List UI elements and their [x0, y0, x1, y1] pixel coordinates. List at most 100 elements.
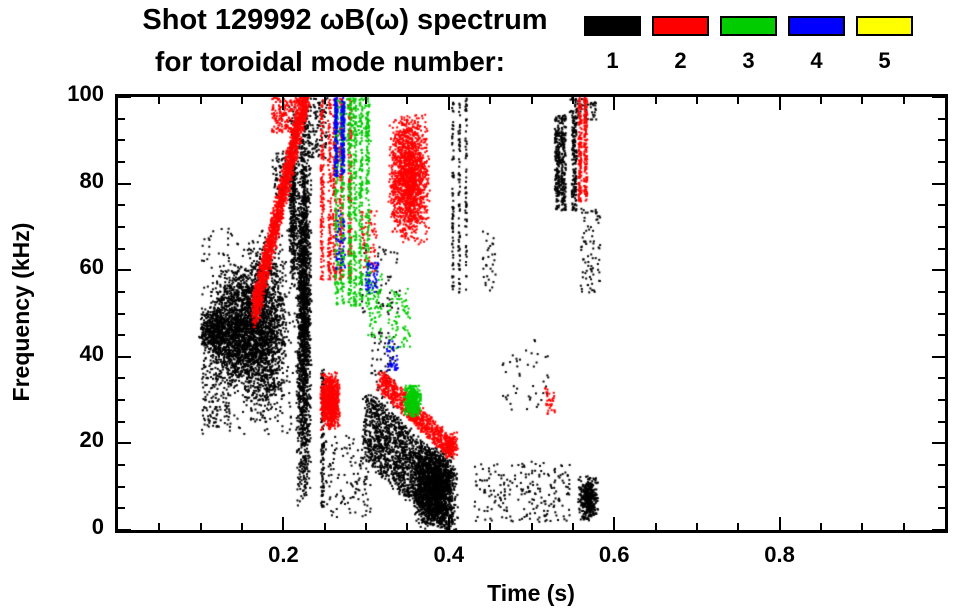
y-minor-tick	[118, 290, 125, 293]
x-minor-tick	[737, 97, 740, 104]
y-major-tick	[932, 355, 945, 358]
y-major-tick	[932, 529, 945, 531]
x-major-tick	[778, 517, 781, 530]
x-minor-tick	[365, 523, 368, 530]
x-minor-tick	[654, 97, 657, 104]
y-minor-tick	[118, 507, 125, 510]
legend-swatch-mode-3	[720, 16, 777, 36]
y-minor-tick	[938, 204, 945, 207]
legend-label-mode-1: 1	[606, 48, 619, 73]
y-minor-tick	[118, 485, 125, 488]
x-minor-tick	[406, 523, 409, 530]
y-minor-tick	[938, 139, 945, 142]
y-minor-tick	[118, 139, 125, 142]
x-minor-tick	[489, 97, 492, 104]
legend-swatch-mode-4	[788, 16, 845, 36]
x-minor-tick	[902, 97, 905, 104]
y-minor-tick	[118, 160, 125, 163]
x-minor-tick	[571, 97, 574, 104]
y-minor-tick	[118, 420, 125, 423]
y-axis-title: Frequency (kHz)	[8, 222, 34, 402]
y-tick-label: 100	[67, 81, 104, 106]
y-minor-tick	[118, 247, 125, 250]
y-minor-tick	[938, 160, 945, 163]
y-tick-label: 60	[79, 254, 104, 280]
x-minor-tick	[489, 523, 492, 530]
legend-label-mode-2: 2	[674, 48, 687, 73]
x-minor-tick	[158, 523, 161, 530]
y-major-tick	[118, 182, 131, 185]
x-minor-tick	[323, 523, 326, 530]
y-major-tick	[118, 529, 131, 531]
x-minor-tick	[737, 523, 740, 530]
legend-swatch-mode-5	[856, 16, 913, 36]
y-minor-tick	[938, 485, 945, 488]
y-tick-label: 0	[91, 514, 104, 539]
y-minor-tick	[938, 312, 945, 315]
x-major-tick	[613, 97, 616, 110]
x-major-tick	[613, 517, 616, 530]
y-minor-tick	[938, 334, 945, 337]
legend-swatch-mode-2	[652, 16, 709, 36]
y-minor-tick	[118, 312, 125, 315]
x-minor-tick	[695, 523, 698, 530]
y-minor-tick	[938, 399, 945, 402]
legend-label-mode-4: 4	[810, 48, 823, 73]
spectrogram-canvas	[118, 97, 945, 530]
legend-label-mode-5: 5	[878, 48, 891, 73]
y-minor-tick	[118, 399, 125, 402]
x-tick-label: 0.4	[433, 542, 465, 567]
y-minor-tick	[938, 507, 945, 510]
y-minor-tick	[938, 247, 945, 250]
x-minor-tick	[199, 523, 202, 530]
y-major-tick	[118, 355, 131, 358]
x-minor-tick	[861, 97, 864, 104]
x-major-tick	[447, 97, 450, 110]
x-minor-tick	[695, 97, 698, 104]
y-tick-label: 40	[79, 340, 104, 366]
y-minor-tick	[118, 377, 125, 380]
y-tick-label: 80	[79, 167, 104, 193]
x-major-tick	[282, 517, 285, 530]
chart-subtitle: for toroidal mode number:	[155, 46, 505, 77]
x-minor-tick	[406, 97, 409, 104]
plot-area	[115, 94, 948, 533]
x-minor-tick	[365, 97, 368, 104]
x-minor-tick	[861, 523, 864, 530]
y-minor-tick	[938, 290, 945, 293]
x-minor-tick	[241, 97, 244, 104]
x-minor-tick	[571, 523, 574, 530]
legend-label-row: 1 2 3 4 5	[584, 48, 913, 74]
y-tick-label: 20	[79, 427, 104, 453]
legend-label-mode-3: 3	[742, 48, 755, 73]
x-minor-tick	[530, 523, 533, 530]
y-major-tick	[932, 442, 945, 445]
x-minor-tick	[241, 523, 244, 530]
y-minor-tick	[938, 377, 945, 380]
y-minor-tick	[118, 225, 125, 228]
x-tick-label: 0.8	[764, 542, 795, 567]
x-tick-label: 0.2	[268, 542, 299, 567]
x-minor-tick	[819, 97, 822, 104]
x-minor-tick	[819, 523, 822, 530]
y-major-tick	[932, 96, 945, 98]
chart-title: Shot 129992 ωB(ω) spectrum	[142, 4, 548, 36]
y-minor-tick	[938, 464, 945, 467]
x-minor-tick	[530, 97, 533, 104]
y-major-tick	[932, 269, 945, 272]
y-minor-tick	[118, 464, 125, 467]
legend-swatch-row	[584, 16, 913, 36]
legend-swatch-mode-1	[584, 16, 641, 36]
x-minor-tick	[902, 523, 905, 530]
x-axis-title: Time (s)	[487, 580, 575, 606]
x-major-tick	[282, 97, 285, 110]
y-minor-tick	[118, 334, 125, 337]
y-minor-tick	[938, 420, 945, 423]
y-minor-tick	[938, 117, 945, 120]
y-major-tick	[118, 96, 131, 98]
x-major-tick	[778, 97, 781, 110]
y-major-tick	[932, 182, 945, 185]
y-major-tick	[118, 269, 131, 272]
y-minor-tick	[938, 225, 945, 228]
